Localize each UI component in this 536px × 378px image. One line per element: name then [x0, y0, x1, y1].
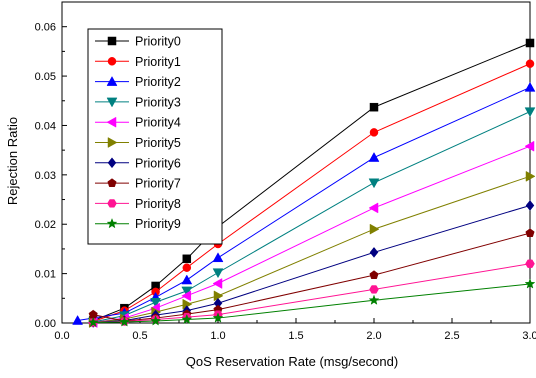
y-tick-label: 0.03 — [35, 170, 56, 182]
series-layer — [72, 38, 536, 328]
legend-item: Priority9 — [95, 217, 181, 231]
legend-item: Priority8 — [95, 197, 181, 211]
legend-item: Priority7 — [95, 177, 181, 191]
legend-item: Priority5 — [95, 136, 181, 150]
y-tick-label: 0.02 — [35, 219, 56, 231]
legend-label: Priority6 — [135, 156, 181, 170]
data-point — [87, 316, 99, 328]
x-tick-label: 0.0 — [54, 330, 69, 342]
legend-marker — [107, 178, 117, 187]
legend-marker — [107, 36, 117, 46]
legend-label: Priority7 — [135, 177, 181, 191]
data-point — [369, 246, 379, 258]
data-point — [524, 107, 536, 118]
legend-label: Priority3 — [135, 95, 181, 109]
data-point — [369, 128, 379, 137]
x-tick-label: 1.0 — [210, 330, 225, 342]
x-tick-label: 0.5 — [132, 330, 147, 342]
data-point — [213, 290, 224, 302]
legend-label: Priority2 — [135, 75, 181, 89]
data-point — [182, 263, 192, 272]
data-point — [150, 315, 162, 326]
legend-marker — [107, 137, 118, 148]
data-point — [369, 223, 380, 235]
data-point — [118, 316, 130, 327]
data-point — [368, 294, 380, 305]
legend-label: Priority4 — [135, 116, 181, 130]
data-point — [369, 285, 379, 294]
data-point — [525, 200, 535, 211]
legend-marker — [107, 57, 117, 66]
data-point — [525, 38, 535, 48]
legend: Priority0 Priority1 Priority2 Priority3 Prio… — [87, 28, 223, 245]
x-tick-label: 1.5 — [288, 330, 303, 342]
data-point — [524, 81, 536, 92]
data-point — [369, 270, 379, 279]
legend-marker — [107, 199, 117, 208]
legend-label: Priority5 — [135, 136, 181, 150]
data-point — [525, 59, 535, 68]
legend-item: Priority1 — [95, 55, 181, 69]
y-axis-label: Rejection Ratio — [5, 117, 20, 205]
legend-marker — [106, 116, 117, 128]
x-axis-label: QoS Reservation Rate (msg/second) — [186, 354, 398, 369]
data-point — [369, 102, 379, 112]
x-tick-label: 2.5 — [444, 330, 459, 342]
data-point — [368, 202, 379, 214]
data-point — [525, 170, 536, 182]
legend-label: Priority1 — [135, 55, 181, 69]
x-tick-label: 2.0 — [366, 330, 381, 342]
legend-item: Priority2 — [95, 75, 181, 89]
data-point — [524, 278, 536, 289]
legend-marker — [106, 217, 118, 229]
legend-item: Priority3 — [95, 95, 181, 109]
legend-marker — [106, 97, 118, 108]
data-point — [182, 254, 192, 264]
data-point — [181, 313, 193, 325]
series-priority9 — [87, 278, 536, 328]
legend-label: Priority0 — [135, 35, 181, 49]
data-point — [212, 278, 223, 289]
data-point — [212, 312, 224, 323]
y-tick-label: 0.01 — [35, 269, 56, 281]
axes: 0.0 0.5 1.0 1.5 2.0 2.5 3.0 0.00 0.01 0.02 0.03 0.0… — [35, 22, 536, 342]
data-point — [368, 178, 380, 189]
data-point — [212, 252, 224, 263]
data-point — [525, 228, 535, 238]
legend-item: Priority6 — [95, 156, 181, 170]
legend-item: Priority0 — [95, 35, 181, 49]
y-tick-label: 0.04 — [35, 120, 56, 132]
legend-item: Priority4 — [95, 116, 181, 130]
legend-marker — [107, 157, 117, 169]
y-tick-label: 0.06 — [35, 22, 56, 34]
data-point — [525, 259, 535, 268]
data-point — [181, 274, 193, 285]
legend-marker — [106, 76, 118, 86]
data-point — [524, 140, 535, 152]
data-point — [72, 315, 84, 325]
legend-label: Priority9 — [135, 217, 181, 231]
data-point — [212, 268, 224, 279]
data-point — [368, 152, 380, 162]
y-tick-label: 0.05 — [35, 71, 56, 83]
y-tick-label: 0.00 — [35, 318, 56, 330]
data-point — [181, 290, 192, 302]
legend-label: Priority8 — [135, 197, 181, 211]
data-point — [150, 298, 162, 308]
x-tick-label: 3.0 — [522, 330, 536, 342]
